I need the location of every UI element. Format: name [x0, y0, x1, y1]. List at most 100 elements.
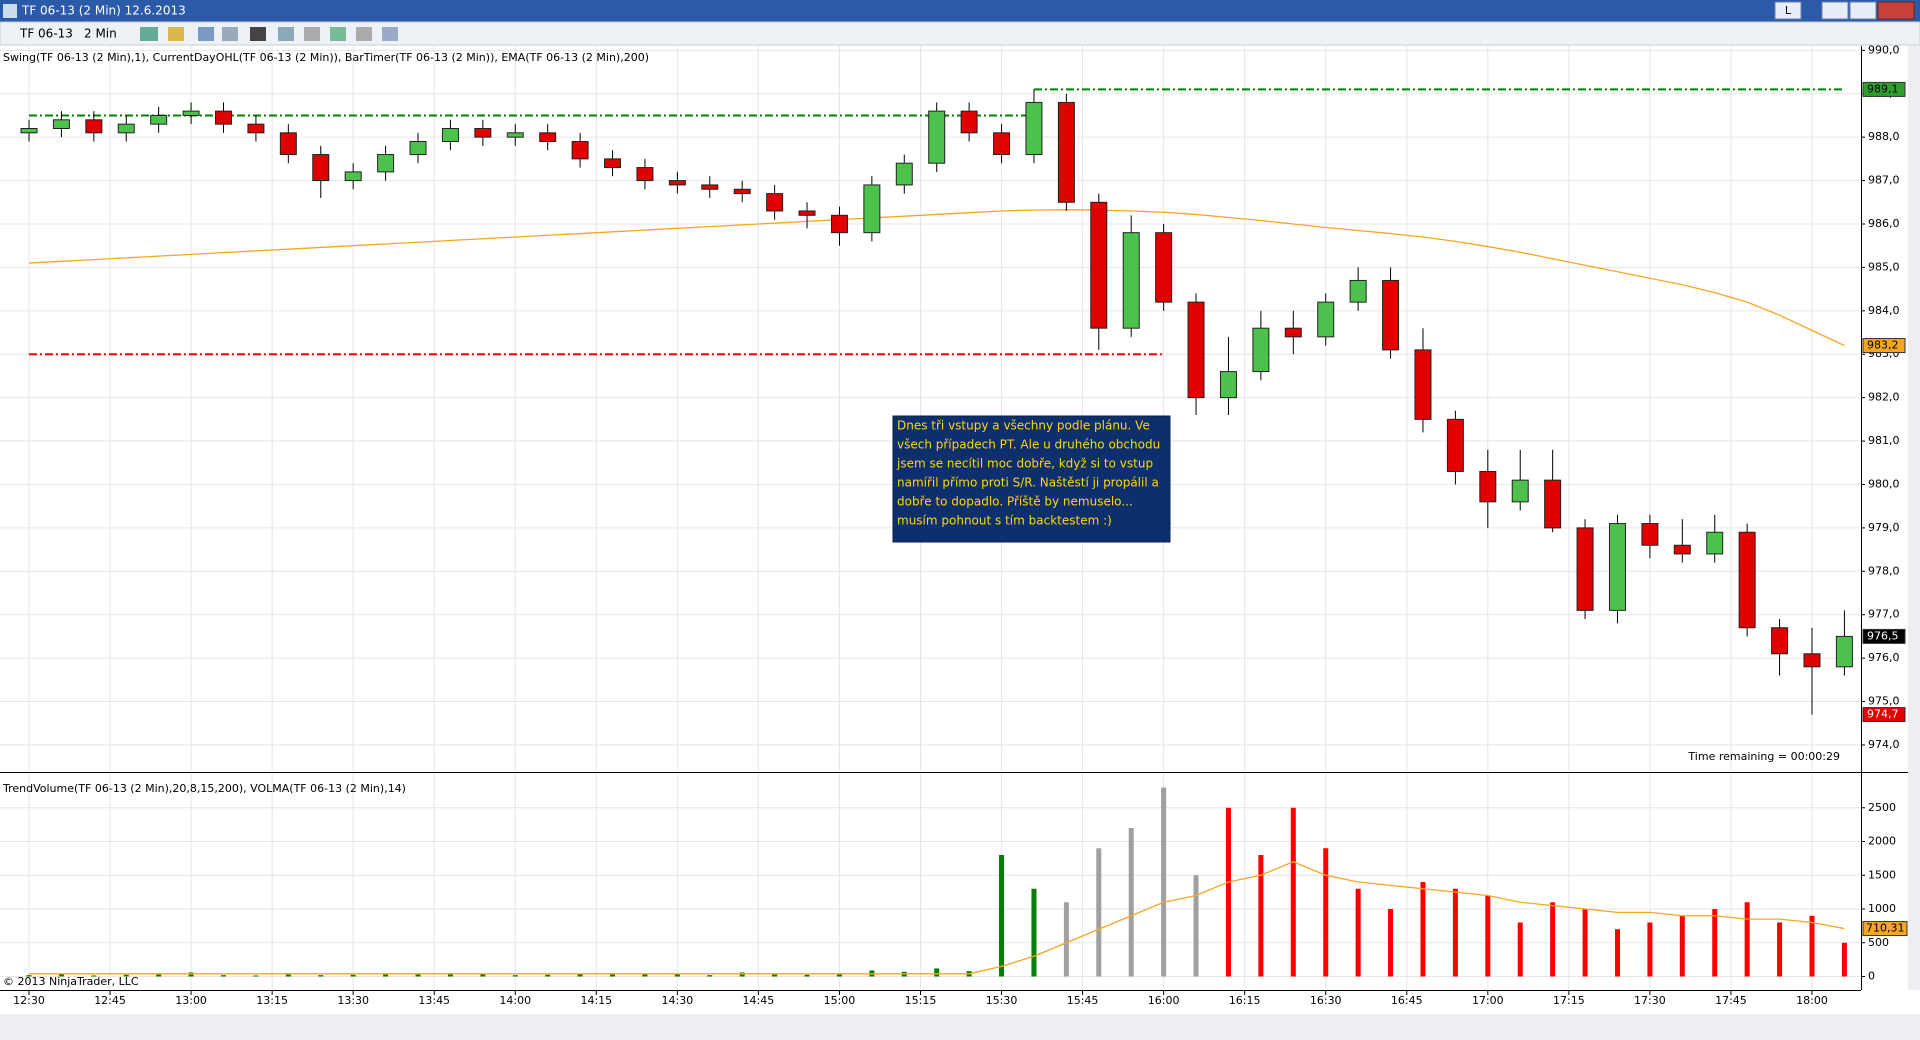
volume-bar — [1355, 888, 1361, 977]
x-tick-label: 12:45 — [94, 994, 126, 1007]
time-remaining: Time remaining = 00:00:29 — [1687, 750, 1840, 763]
toolbar-icon[interactable] — [304, 27, 320, 41]
x-tick-label: 16:45 — [1391, 994, 1423, 1007]
volume-bar — [123, 974, 129, 977]
candle-body — [1608, 523, 1626, 611]
candle-body — [1446, 418, 1464, 472]
price-tag — [1862, 338, 1906, 354]
candle-body — [441, 127, 459, 143]
volume-bar — [1647, 922, 1653, 977]
x-tick-label: 12:30 — [13, 994, 45, 1007]
volume-bar — [1712, 909, 1718, 977]
y-tick-label: 2500 — [1868, 801, 1896, 814]
ema-line — [28, 209, 1845, 347]
volume-bar — [836, 973, 842, 977]
candle-body — [766, 193, 784, 212]
y-tick-label: 978,0 — [1868, 564, 1900, 577]
y-tick-label: 985,0 — [1868, 260, 1900, 273]
volume-bar — [285, 974, 291, 977]
y-tick-label: 984,0 — [1868, 304, 1900, 317]
y-tick-label: 988,0 — [1868, 130, 1900, 143]
candle-body — [117, 123, 135, 134]
l-button-label[interactable]: L — [1785, 4, 1792, 17]
candle-body — [1025, 101, 1043, 156]
volume-bar — [1225, 807, 1231, 977]
volume-bar — [1777, 922, 1783, 977]
toolbar-icon[interactable] — [278, 27, 294, 41]
volma-tag-label: 710,31 — [1866, 922, 1905, 935]
x-tick-label: 13:00 — [175, 994, 207, 1007]
copyright: © 2013 NinjaTrader, LLC — [3, 975, 139, 988]
toolbar-icon[interactable] — [356, 27, 372, 41]
y-tick-label: 500 — [1868, 936, 1889, 949]
x-tick-label: 15:00 — [824, 994, 856, 1007]
toolbar-icon[interactable] — [330, 27, 346, 41]
volume-bar — [480, 974, 486, 977]
volume-bar — [1582, 909, 1588, 977]
volume-bar — [934, 968, 940, 977]
y-tick-label: 975,0 — [1868, 695, 1900, 708]
candle-body — [279, 132, 297, 156]
indicator-label: Swing(TF 06-13 (2 Min),1), CurrentDayOHL… — [3, 51, 649, 64]
volume-bar — [804, 974, 810, 977]
x-tick-label: 17:15 — [1553, 994, 1585, 1007]
candle-body — [604, 158, 622, 169]
x-tick-label: 13:30 — [337, 994, 369, 1007]
volume-bar — [1323, 848, 1329, 977]
candle-body — [1317, 301, 1335, 338]
toolbar — [0, 21, 1920, 46]
volume-bar — [318, 975, 324, 977]
candle-body — [960, 110, 978, 134]
x-tick-label: 17:30 — [1634, 994, 1666, 1007]
volume-bar — [610, 973, 616, 977]
volume-bar — [1193, 875, 1199, 977]
minimize-button[interactable] — [1821, 1, 1849, 20]
candle-body — [20, 127, 38, 134]
price-tag-label: 989,1 — [1867, 82, 1899, 95]
maximize-button[interactable] — [1849, 1, 1877, 20]
candle-body — [247, 123, 265, 134]
candle-body — [1511, 479, 1529, 503]
candle-body — [1673, 544, 1691, 555]
candle-body — [895, 162, 913, 186]
candle-body — [474, 127, 492, 138]
candle-body — [85, 119, 103, 134]
candle-body — [1803, 653, 1821, 668]
volume-bar — [545, 974, 551, 977]
l-button[interactable] — [1774, 1, 1802, 20]
candle-body — [1641, 523, 1659, 546]
y-tick-label: 1000 — [1868, 902, 1896, 915]
bar-type-icon[interactable] — [140, 27, 158, 41]
x-tick-label: 14:00 — [499, 994, 531, 1007]
volume-bar — [1614, 929, 1620, 977]
volume-bar — [674, 974, 680, 977]
crosshair-icon[interactable] — [250, 27, 266, 41]
toolbar-icon[interactable] — [382, 27, 398, 41]
candle-body — [1057, 101, 1075, 203]
draw-tool-icon[interactable] — [168, 27, 184, 41]
y-tick-label: 0 — [1868, 970, 1875, 983]
y-tick-label: 977,0 — [1868, 608, 1900, 621]
volume-bar — [1063, 902, 1069, 977]
close-button[interactable] — [1877, 1, 1915, 20]
candle-body — [1090, 201, 1108, 329]
y-tick-label: 980,0 — [1868, 477, 1900, 490]
candle-body — [377, 154, 395, 173]
instrument-selector[interactable]: TF 06-13 — [19, 27, 73, 41]
x-tick-label: 16:30 — [1310, 994, 1342, 1007]
side-scrollbar[interactable] — [1908, 46, 1920, 990]
price-tag-label: 974,7 — [1867, 708, 1899, 721]
candle-body — [668, 180, 686, 186]
volume-bar — [1128, 828, 1134, 977]
volume-bar — [707, 975, 713, 977]
interval-selector[interactable]: 2 Min — [84, 27, 117, 41]
toolbar-icon[interactable] — [222, 27, 238, 41]
annotation-box — [892, 415, 1171, 543]
scrollbar[interactable] — [0, 1014, 1920, 1040]
candle-body — [1122, 232, 1140, 329]
candle-body — [1382, 279, 1400, 351]
volume-bar — [253, 975, 259, 977]
zoom-icon[interactable] — [198, 27, 214, 41]
annotation-text: Dnes tři vstupy a všechny podle plánu. V… — [897, 419, 1150, 433]
volume-bar — [91, 975, 97, 977]
